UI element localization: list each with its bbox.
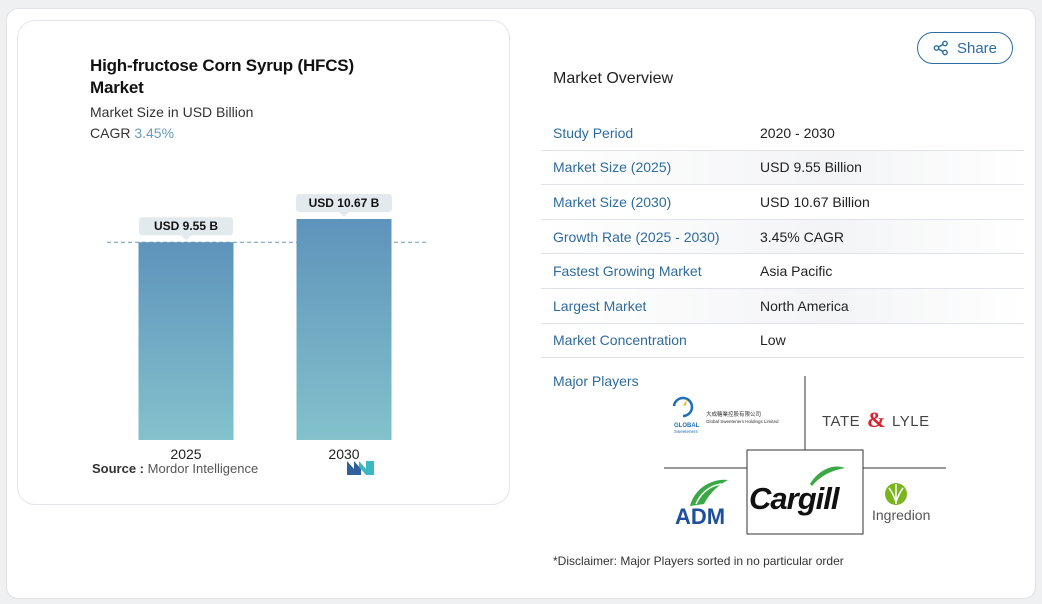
major-players-label: Major Players (553, 373, 639, 389)
share-icon (933, 40, 948, 56)
svg-text:Sweeteners: Sweeteners (674, 429, 699, 434)
tate-and-lyle-logo: TATE & LYLE (822, 407, 930, 432)
cagr-label: CAGR (90, 125, 131, 141)
data-label: USD 9.55 B (154, 219, 218, 233)
major-players-logos: GLOBAL Sweeteners 大成糖業控股有限公司 Global Swee… (664, 376, 946, 535)
bar-label-pointer (181, 235, 191, 241)
row-key: Growth Rate (2025 - 2030) (553, 228, 720, 245)
x-tick-label: 2030 (328, 446, 359, 462)
source-label: Source : (92, 461, 145, 476)
row-value: 3.45% CAGR (760, 228, 845, 245)
cargill-logo: Cargill (749, 466, 845, 516)
svg-text:大成糖業控股有限公司: 大成糖業控股有限公司 (706, 410, 761, 418)
cargill-frame (746, 449, 864, 535)
chart-subtitle: Market Size in USD Billion (90, 104, 254, 120)
svg-text:ADM: ADM (675, 504, 725, 529)
chart-source: Source : Mordor Intelligence (92, 461, 258, 476)
svg-text:&: & (867, 407, 885, 432)
row-key: Study Period (553, 124, 634, 141)
row-key: Fastest Growing Market (553, 263, 702, 280)
table-row: Market Size (2030) USD 10.67 Billion (541, 185, 1024, 220)
svg-text:GLOBAL: GLOBAL (674, 423, 700, 429)
share-label: Share (956, 39, 998, 57)
cagr-value: 3.45% (134, 125, 175, 141)
bar-label-pointer (339, 212, 349, 217)
table-row: Growth Rate (2025 - 2030) 3.45% CAGR (541, 219, 1024, 255)
disclaimer: *Disclaimer: Major Players sorted in no … (553, 554, 844, 568)
bar-2030 (296, 219, 392, 440)
table-row: Fastest Growing Market Asia Pacific (541, 254, 1024, 289)
svg-text:Global Sweeteners Holdings Lim: Global Sweeteners Holdings Limited (706, 419, 779, 424)
row-value: USD 10.67 Billion (760, 193, 870, 210)
bar-label-bg (296, 194, 392, 212)
table-row: Largest Market North America (541, 288, 1024, 324)
svg-text:Ingredion: Ingredion (872, 507, 930, 523)
source-value: Mordor Intelligence (147, 461, 259, 476)
row-value: Low (760, 332, 786, 349)
svg-text:Cargill: Cargill (749, 481, 841, 516)
market-overview-table: Study Period 2020 - 2030 Market Size (20… (541, 116, 1024, 359)
svg-text:LYLE: LYLE (892, 413, 930, 430)
table-row: Market Size (2025) USD 9.55 Billion (541, 150, 1024, 186)
row-value: 2020 - 2030 (760, 124, 835, 141)
table-row: Study Period 2020 - 2030 (541, 116, 1024, 151)
row-key: Largest Market (553, 297, 647, 314)
adm-logo: ADM (675, 479, 728, 529)
data-label: USD 10.67 B (309, 196, 380, 210)
chart-card (17, 20, 510, 505)
row-key: Market Size (2025) (553, 159, 672, 176)
row-key: Market Concentration (553, 332, 687, 349)
x-tick-label: 2025 (170, 446, 201, 462)
share-button[interactable]: Share (917, 32, 1013, 64)
chart-title: High-fructose Corn Syrup (HFCS) Market (90, 56, 354, 97)
global-sweeteners-logo: GLOBAL Sweeteners 大成糖業控股有限公司 Global Swee… (672, 396, 779, 434)
row-value: North America (760, 297, 849, 314)
bar-chart: USD 9.55 B 2025 USD 10.67 B 2030 (107, 194, 428, 462)
row-key: Market Size (2030) (553, 193, 672, 210)
row-value: Asia Pacific (760, 263, 833, 280)
market-overview-title: Market Overview (553, 70, 674, 87)
table-row: Market Concentration Low (541, 324, 1024, 359)
chart-cagr: CAGR 3.45% (90, 125, 174, 141)
bar-2025 (138, 242, 234, 440)
row-value: USD 9.55 Billion (760, 159, 862, 176)
svg-text:TATE: TATE (822, 413, 860, 430)
mordor-intelligence-logo (347, 461, 374, 475)
ingredion-logo: Ingredion (872, 483, 930, 523)
bar-label-bg (139, 217, 233, 236)
